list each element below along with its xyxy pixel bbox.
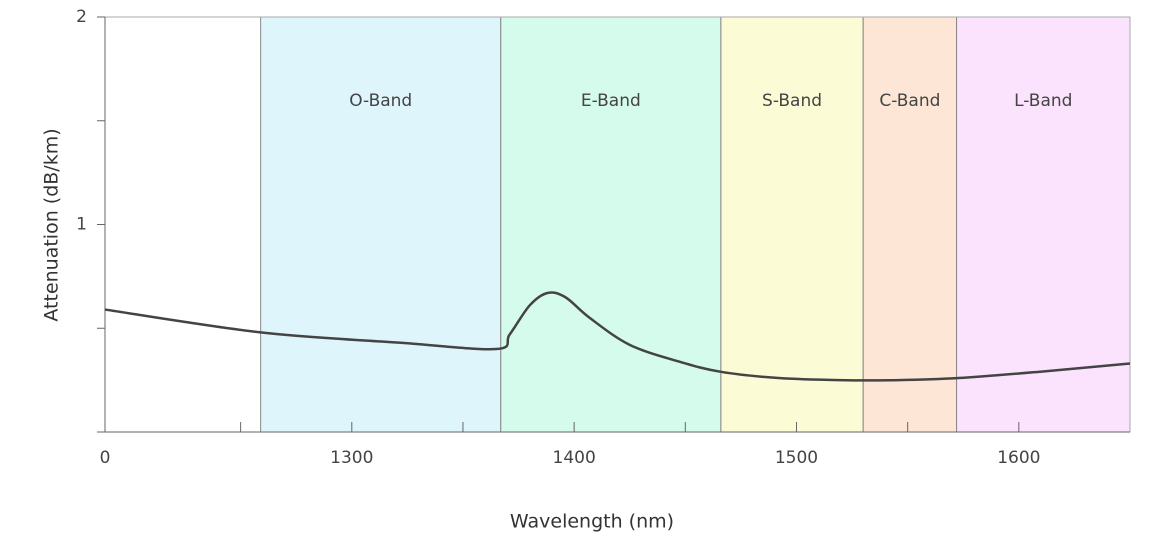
band-label: O-Band [349, 91, 412, 111]
x-tick-label: 1600 [997, 448, 1040, 468]
x-tick-label: 1500 [775, 448, 818, 468]
x-axis-title: Wavelength (nm) [510, 511, 674, 533]
band [862, 16, 958, 433]
x-tick-label: 0 [100, 448, 111, 468]
band [956, 16, 1131, 433]
band [260, 16, 502, 433]
x-tick-label: 1400 [553, 448, 596, 468]
band-label: E-Band [581, 91, 641, 111]
x-tick-label: 1300 [330, 448, 373, 468]
band [500, 16, 722, 433]
y-tick-label: 2 [76, 7, 87, 27]
band-label: C-Band [879, 91, 940, 111]
y-tick-label: 1 [76, 215, 87, 235]
y-axis-title: Attenuation (dB/km) [41, 128, 63, 321]
band-label: L-Band [1014, 91, 1072, 111]
band-label: S-Band [762, 91, 822, 111]
attenuation-line [104, 291, 1131, 382]
band [720, 16, 864, 433]
